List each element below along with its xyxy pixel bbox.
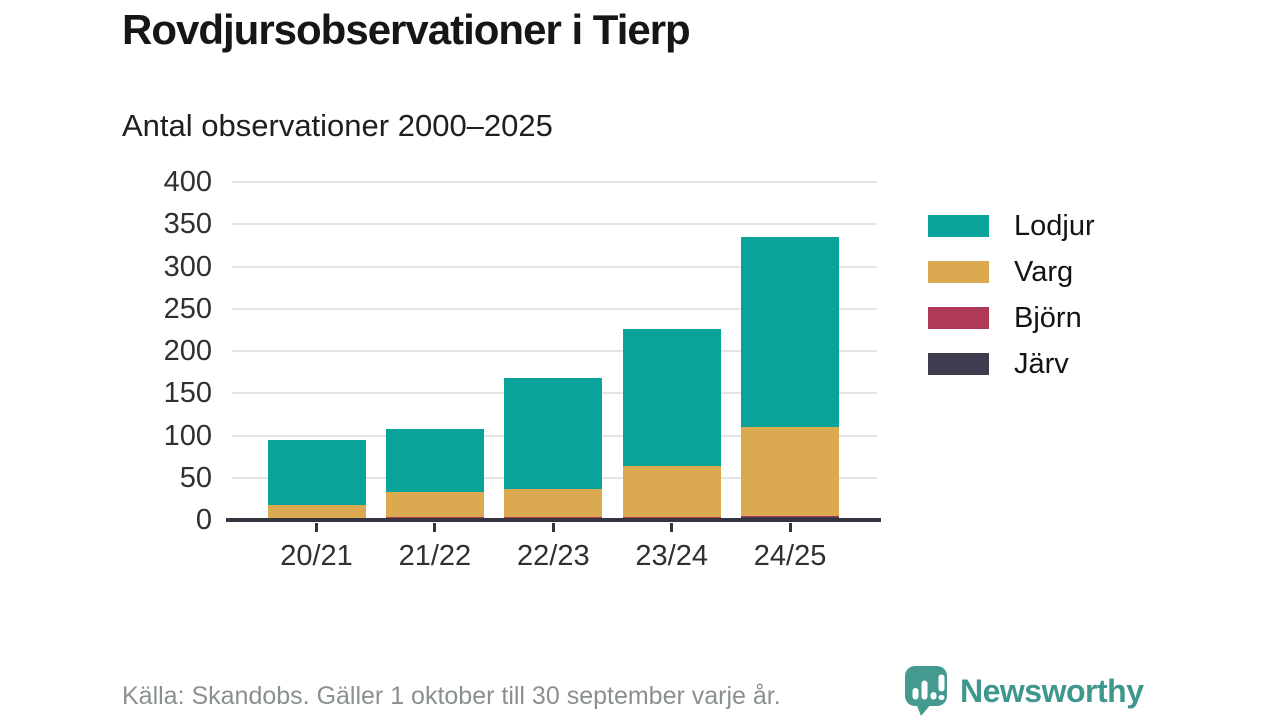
legend: Lodjur Varg Björn Järv [928,210,1095,399]
y-axis-label: 350 [163,208,212,241]
legend-item-björn: Björn [928,302,1095,334]
bar-segment-varg-22-23 [504,488,603,518]
x-tick-mark [551,523,555,532]
bar-segment-björn-24-25 [741,515,840,518]
bar-segment-björn-23-24 [622,516,721,519]
x-tick-mark [315,523,318,532]
chart-subtitle: Antal observationer 2000–2025 [122,108,553,143]
bar-segment-varg-24-25 [741,427,840,516]
x-axis-line [226,518,881,522]
legend-label: Lodjur [1014,209,1095,242]
legend-label: Järv [1014,347,1069,380]
bar-segment-lodjur-21-22 [385,428,484,493]
gridline [232,181,877,183]
x-axis-label: 21/22 [398,540,472,572]
y-axis-label: 200 [163,335,212,367]
bar-segment-lodjur-20-21 [267,439,366,505]
y-axis-label: 0 [195,504,212,536]
legend-swatch [928,215,989,237]
y-axis-label: 250 [163,292,212,325]
x-axis-label: 24/25 [753,540,827,572]
brand-name: Newsworthy [960,673,1144,709]
y-axis-label: 50 [179,461,212,494]
y-axis-label: 100 [163,419,212,452]
gridline [232,350,877,352]
x-axis-label: 20/21 [280,540,353,572]
legend-label: Varg [1014,255,1074,288]
newsworthy-logo-icon [905,666,947,716]
gridline [232,223,877,226]
legend-swatch [928,353,989,375]
legend-swatch [928,307,989,329]
legend-item-lodjur: Lodjur [928,210,1095,242]
x-tick-mark [433,523,437,532]
y-axis: 0 50 100 150 200 250 300 350 400 [96,166,212,536]
brand-footer: Newsworthy [901,663,1144,717]
x-axis-label: 22/23 [517,540,590,572]
gridline [232,307,877,310]
y-axis-label: 300 [163,250,212,283]
bar-segment-lodjur-23-24 [622,329,721,466]
bar-segment-lodjur-24-25 [741,236,840,428]
legend-label: Björn [1014,301,1082,334]
legend-swatch [928,261,989,283]
plot-area [226,181,881,532]
legend-item-varg: Varg [928,256,1095,288]
y-axis-label: 400 [163,166,212,198]
gridline [232,265,877,268]
x-tick-mark [670,523,674,532]
source-note: Källa: Skandobs. Gäller 1 oktober till 3… [122,682,781,710]
x-tick-mark [788,523,792,532]
bar-segment-lodjur-22-23 [504,378,603,489]
y-axis-label: 150 [163,377,212,410]
x-axis-label: 23/24 [635,540,708,572]
page-title: Rovdjursobservationer i Tierp [122,6,691,53]
legend-item-järv: Järv [928,348,1095,380]
bar-segment-varg-20-21 [267,504,366,520]
bar-segment-varg-23-24 [622,465,721,517]
bar-segment-varg-21-22 [385,492,484,518]
